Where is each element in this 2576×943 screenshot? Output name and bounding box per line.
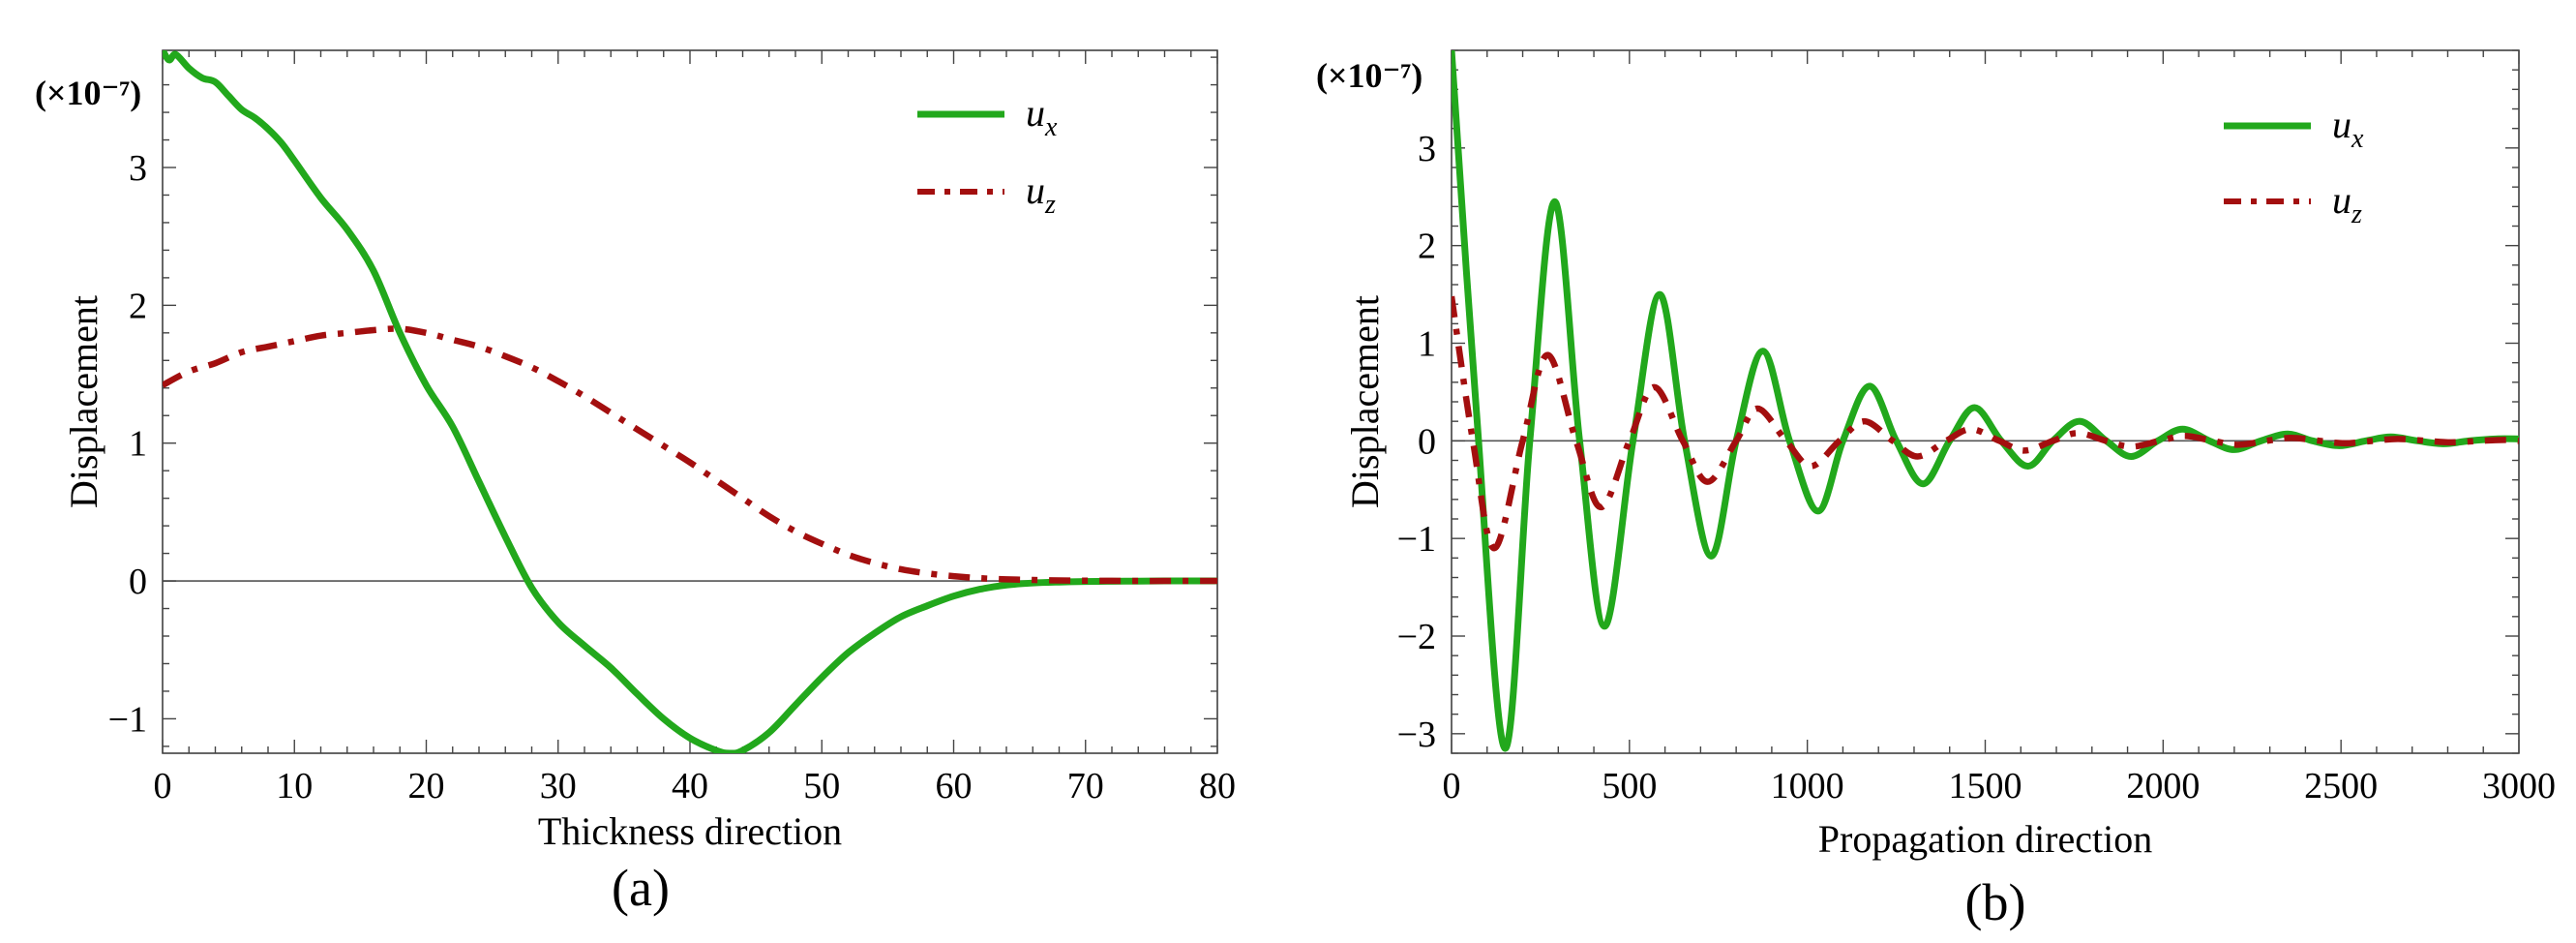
x-tick-label: 20: [408, 766, 445, 806]
subfigure-caption: (a): [612, 859, 670, 917]
y-tick-label: −1: [108, 699, 147, 740]
x-tick-label: 500: [1602, 766, 1657, 806]
x-tick-label: 50: [803, 766, 840, 806]
legend-label-z: uz: [1026, 168, 1056, 220]
legend-label-x: ux: [1026, 91, 1058, 142]
y-axis-label: Displacement: [1343, 295, 1387, 508]
y-tick-label: 0: [129, 562, 147, 602]
chart-b: 0 500 1000 1500 2000 2500 3000 −3 −2 −1 0 1 2 3 ux uz (×…: [1316, 49, 2556, 931]
x-axis-label: Thickness direction: [538, 809, 842, 853]
y-tick-label: 1: [1418, 324, 1436, 365]
legend-label-z: uz: [2332, 178, 2362, 229]
x-tick-label: 10: [276, 766, 313, 806]
x-tick-label: 40: [672, 766, 708, 806]
scale-label: (×10⁻⁷): [35, 74, 141, 112]
scale-label: (×10⁻⁷): [1316, 56, 1423, 95]
subfigure-caption: (b): [1965, 873, 2026, 931]
x-tick-label: 30: [540, 766, 577, 806]
x-tick-label: 70: [1067, 766, 1104, 806]
series-line-u-x: [163, 50, 1217, 753]
x-tick-label: 3000: [2482, 766, 2556, 806]
x-tick-label: 80: [1199, 766, 1236, 806]
y-tick-label: −2: [1397, 617, 1436, 657]
series-line-u-z: [163, 325, 1217, 585]
y-tick-label: 3: [129, 148, 147, 189]
x-tick-label: 2000: [2126, 766, 2200, 806]
y-tick-label: 2: [1418, 227, 1436, 267]
y-tick-label: 2: [129, 286, 147, 326]
x-tick-label: 2500: [2304, 766, 2378, 806]
x-tick-label: 60: [936, 766, 973, 806]
y-axis-label: Displacement: [62, 295, 105, 508]
y-tick-label: −1: [1397, 519, 1436, 560]
legend-label-x: ux: [2332, 103, 2364, 154]
chart-a: 0 10 20 30 40 50 60 70 80−10123uxuz(×10⁻⁷)Thickn…: [35, 49, 1236, 917]
y-tick-label: 0: [1418, 421, 1436, 462]
series-line-u-z: [1452, 295, 2519, 552]
x-tick-label: 0: [1443, 766, 1461, 806]
x-tick-label: 1000: [1771, 766, 1844, 806]
x-tick-label: 1500: [1949, 766, 2022, 806]
x-axis-label: Propagation direction: [1818, 817, 2152, 861]
y-tick-label: −3: [1397, 715, 1436, 755]
y-tick-label: 1: [129, 424, 147, 465]
y-tick-label: 3: [1418, 129, 1436, 169]
x-tick-label: 0: [154, 766, 172, 806]
